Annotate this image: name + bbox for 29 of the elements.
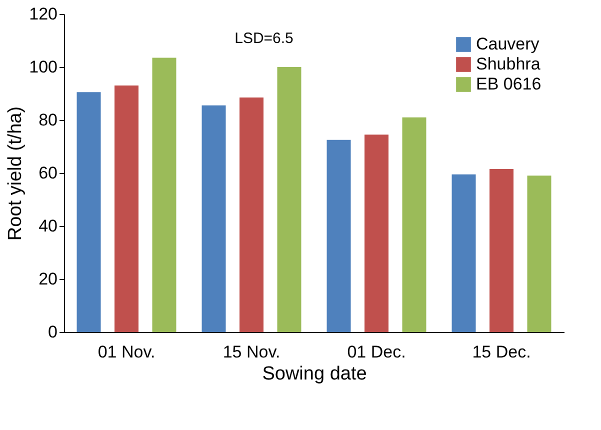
x-tick-label: 15 Dec. — [472, 342, 531, 362]
x-axis-title: Sowing date — [262, 364, 367, 384]
y-tick-label: 80 — [38, 110, 58, 130]
bar — [326, 140, 351, 332]
bar — [402, 117, 426, 332]
y-tick-label: 40 — [38, 216, 58, 236]
y-axis-title: Root yield (t/ha) — [5, 106, 26, 241]
y-tick-label: 100 — [29, 58, 58, 76]
x-tick-label: 15 Nov. — [222, 342, 280, 362]
legend-label: Cauvery — [476, 34, 540, 54]
bar — [527, 176, 552, 332]
bar — [152, 58, 176, 332]
bar — [202, 105, 226, 332]
bar — [452, 174, 476, 332]
bar — [76, 92, 101, 332]
bar — [490, 169, 514, 332]
y-tick-label: 20 — [38, 270, 58, 288]
y-tick-label: 120 — [29, 4, 58, 24]
bar — [277, 67, 302, 332]
bar — [364, 134, 388, 332]
x-tick-label: 01 Dec. — [347, 342, 406, 362]
bar — [240, 97, 264, 332]
annotation: LSD=6.5 — [234, 30, 294, 47]
legend-label: EB 0616 — [476, 74, 542, 94]
legend-label: Shubhra — [476, 54, 541, 74]
y-tick-label: 0 — [48, 322, 58, 342]
y-tick-label: 60 — [38, 164, 58, 182]
x-tick-label: 01 Nov. — [98, 342, 156, 362]
bar — [114, 86, 138, 332]
